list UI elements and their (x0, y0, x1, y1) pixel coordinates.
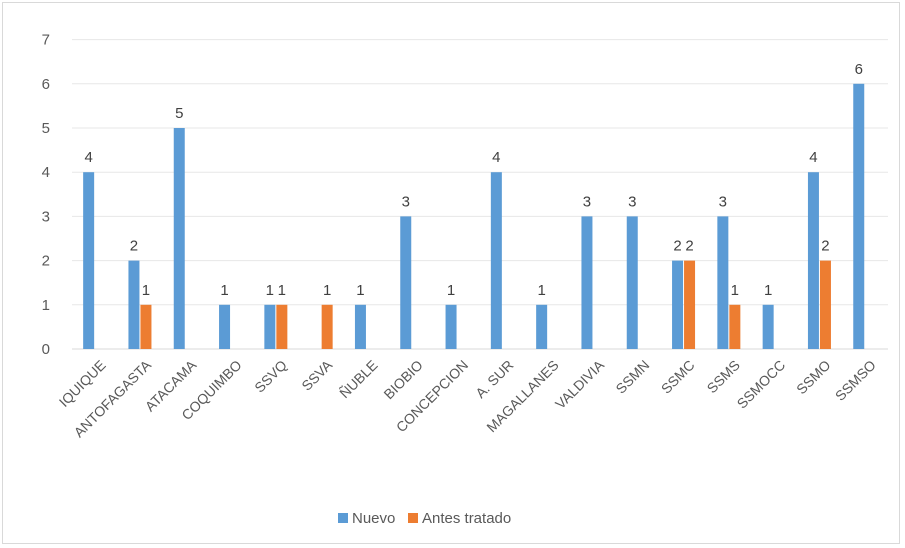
bar-nuevo (173, 128, 185, 349)
data-label: 1 (356, 282, 364, 299)
bar-nuevo (536, 304, 548, 349)
bars (83, 83, 865, 350)
data-label: 4 (492, 149, 500, 166)
y-tick-label: 1 (42, 297, 50, 314)
bar-nuevo (445, 304, 457, 349)
y-tick-label: 0 (42, 341, 50, 358)
bar-nuevo (807, 172, 819, 349)
data-label: 1 (537, 282, 545, 299)
bar-antes-tratado (140, 304, 152, 349)
legend-swatch (338, 513, 348, 523)
x-tick-label: SSVQ (251, 357, 290, 396)
data-label: 1 (447, 282, 455, 299)
x-tick-label: ANTOFAGASTA (71, 356, 155, 440)
bar-nuevo (581, 216, 593, 349)
data-label: 6 (855, 61, 863, 78)
legend: Nuevo Antes tratado (338, 510, 511, 527)
bar-nuevo (490, 172, 502, 349)
y-tick-label: 7 (42, 32, 50, 49)
data-label: 1 (142, 282, 150, 299)
data-label: 4 (809, 149, 817, 166)
data-label: 5 (175, 105, 183, 122)
data-label: 2 (821, 238, 829, 255)
y-tick-label: 6 (42, 76, 50, 93)
data-label: 1 (764, 282, 772, 299)
bar-nuevo (219, 304, 231, 349)
data-label: 3 (719, 193, 727, 210)
x-tick-label: SSMN (612, 357, 652, 397)
data-label: 3 (402, 193, 410, 210)
y-tick-label: 5 (42, 120, 50, 137)
bar-nuevo (762, 304, 774, 349)
data-label: 3 (583, 193, 591, 210)
x-tick-label: VALDIVIA (552, 356, 608, 412)
gridlines (72, 39, 888, 350)
legend-label: Antes tratado (422, 510, 511, 527)
y-tick-label: 2 (42, 253, 50, 270)
x-tick-label: SSMSO (832, 357, 879, 404)
bar-nuevo (264, 304, 276, 349)
bar-nuevo (354, 304, 366, 349)
data-label: 1 (266, 282, 274, 299)
x-tick-label: SSMC (658, 357, 698, 397)
x-tick-label: SSMOCC (734, 357, 789, 412)
data-label: 1 (731, 282, 739, 299)
bar-nuevo (853, 83, 865, 350)
bar-nuevo (128, 260, 140, 349)
x-tick-label: ÑUBLE (336, 357, 380, 401)
bar-nuevo (400, 216, 412, 349)
bar-antes-tratado (321, 304, 333, 349)
y-axis-ticks: 0 1 2 3 4 5 6 7 (42, 32, 50, 358)
bar-antes-tratado (276, 304, 288, 349)
data-label: 1 (220, 282, 228, 299)
bar-antes-tratado (684, 260, 696, 349)
x-tick-label: A. SUR (472, 357, 516, 401)
data-label: 2 (685, 238, 693, 255)
bar-antes-tratado (729, 304, 741, 349)
y-tick-label: 4 (42, 164, 50, 181)
data-label: 1 (323, 282, 331, 299)
data-label: 1 (278, 282, 286, 299)
x-tick-label: BIOBIO (380, 357, 425, 402)
legend-swatch (408, 513, 418, 523)
data-label: 4 (84, 149, 92, 166)
data-label: 2 (130, 238, 138, 255)
bar-nuevo (717, 216, 729, 349)
bar-nuevo (626, 216, 638, 349)
x-tick-label: SSMS (704, 357, 743, 396)
y-tick-label: 3 (42, 208, 50, 225)
bar-antes-tratado (819, 260, 831, 349)
bar-nuevo (672, 260, 684, 349)
bar-nuevo (83, 172, 95, 349)
x-tick-label: SSMO (793, 357, 834, 398)
data-label: 3 (628, 193, 636, 210)
x-tick-label: SSVA (298, 356, 335, 393)
data-label: 2 (673, 238, 681, 255)
legend-label: Nuevo (352, 510, 395, 527)
